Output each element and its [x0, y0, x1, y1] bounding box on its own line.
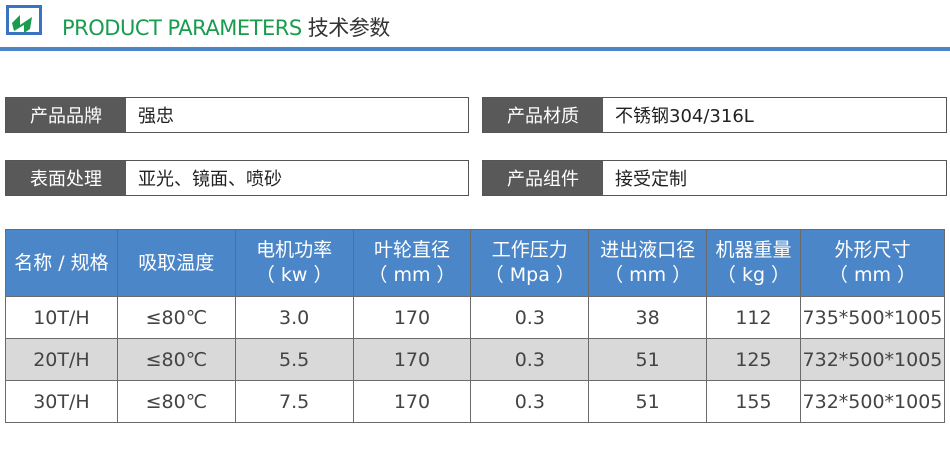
- column-header: 叶轮直径 （ mm ）: [352, 229, 472, 297]
- table-cell: ≤80℃: [116, 296, 236, 339]
- table-cell: 7.5: [234, 380, 354, 423]
- table-cell: 170: [352, 380, 472, 423]
- table-cell: 3.0: [234, 296, 354, 339]
- table-cell: 112: [706, 296, 801, 339]
- info-label: 产品组件: [483, 161, 603, 195]
- title-cn: 技术参数: [307, 16, 391, 40]
- header-text: 工作压力: [491, 239, 568, 261]
- header-text: （ mm ）: [368, 264, 456, 286]
- table-cell: ≤80℃: [116, 380, 236, 423]
- header-text: 外形尺寸: [834, 239, 911, 261]
- table-cell: 735*500*1005: [799, 296, 946, 339]
- table-cell: 5.5: [234, 338, 354, 381]
- header-text: 叶轮直径: [373, 239, 450, 261]
- table-cell: 0.3: [470, 338, 590, 381]
- info-value: 强忠: [138, 106, 174, 127]
- logo-icon: [6, 5, 42, 35]
- column-header: 工作压力 （ Mpa ）: [470, 229, 590, 297]
- column-header: 机器重量 （ kg ）: [706, 229, 801, 297]
- table-cell: 732*500*1005: [799, 338, 946, 381]
- table-cell: 0.3: [470, 380, 590, 423]
- table-cell: 51: [588, 338, 708, 381]
- column-header: 电机功率 （ kw ）: [234, 229, 354, 297]
- info-label: 表面处理: [6, 161, 126, 195]
- header-text: 电机功率: [256, 239, 333, 261]
- info-label: 产品材质: [483, 98, 603, 132]
- title-en: PRODUCT PARAMETERS: [62, 16, 302, 40]
- table-cell: 170: [352, 338, 472, 381]
- table-cell: 125: [706, 338, 801, 381]
- header-text: 名称 / 规格: [14, 251, 109, 274]
- header-divider: [0, 47, 950, 51]
- column-header: 外形尺寸 （ mm ）: [799, 229, 946, 297]
- table-cell: 51: [588, 380, 708, 423]
- header-text: （ kg ）: [716, 264, 791, 286]
- table-cell: ≤80℃: [116, 338, 236, 381]
- table-cell: 30T/H: [5, 380, 118, 423]
- info-label: 产品品牌: [6, 98, 126, 132]
- table-cell: 20T/H: [5, 338, 118, 381]
- table-cell: 10T/H: [5, 296, 118, 339]
- table-cell: 155: [706, 380, 801, 423]
- table-cell: 38: [588, 296, 708, 339]
- info-brand: 产品品牌 强忠: [5, 97, 469, 133]
- info-value: 不锈钢304/316L: [615, 106, 754, 127]
- header-text: 机器重量: [715, 239, 792, 261]
- info-value: 接受定制: [615, 169, 687, 190]
- table-cell: 732*500*1005: [799, 380, 946, 423]
- column-header: 名称 / 规格: [5, 229, 118, 297]
- info-components: 产品组件 接受定制: [482, 160, 947, 196]
- header-text: 进出液口径: [600, 239, 696, 261]
- header-text: （ mm ）: [828, 264, 917, 286]
- info-surface: 表面处理 亚光、镜面、喷砂: [5, 160, 469, 196]
- info-material: 产品材质 不锈钢304/316L: [482, 97, 947, 133]
- table-row: 20T/H ≤80℃ 5.5 170 0.3 51 125 732*500*1005: [5, 338, 946, 381]
- page-title: PRODUCT PARAMETERS 技术参数: [62, 12, 390, 42]
- header-text: （ Mpa ）: [484, 264, 575, 286]
- column-header: 吸取温度: [116, 229, 236, 297]
- header-text: （ mm ）: [604, 264, 692, 286]
- info-value: 亚光、镜面、喷砂: [138, 169, 282, 190]
- header-text: （ kw ）: [255, 264, 333, 286]
- table-cell: 170: [352, 296, 472, 339]
- header-text: 吸取温度: [138, 251, 215, 274]
- table-row: 10T/H ≤80℃ 3.0 170 0.3 38 112 735*500*1005: [5, 296, 946, 339]
- table-row: 30T/H ≤80℃ 7.5 170 0.3 51 155 732*500*1005: [5, 380, 946, 423]
- parameters-table: 名称 / 规格 吸取温度 电机功率 （ kw ） 叶轮直径 （ mm ） 工作压力 （ Mpa…: [5, 229, 946, 423]
- table-cell: 0.3: [470, 296, 590, 339]
- column-header: 进出液口径 （ mm ）: [588, 229, 708, 297]
